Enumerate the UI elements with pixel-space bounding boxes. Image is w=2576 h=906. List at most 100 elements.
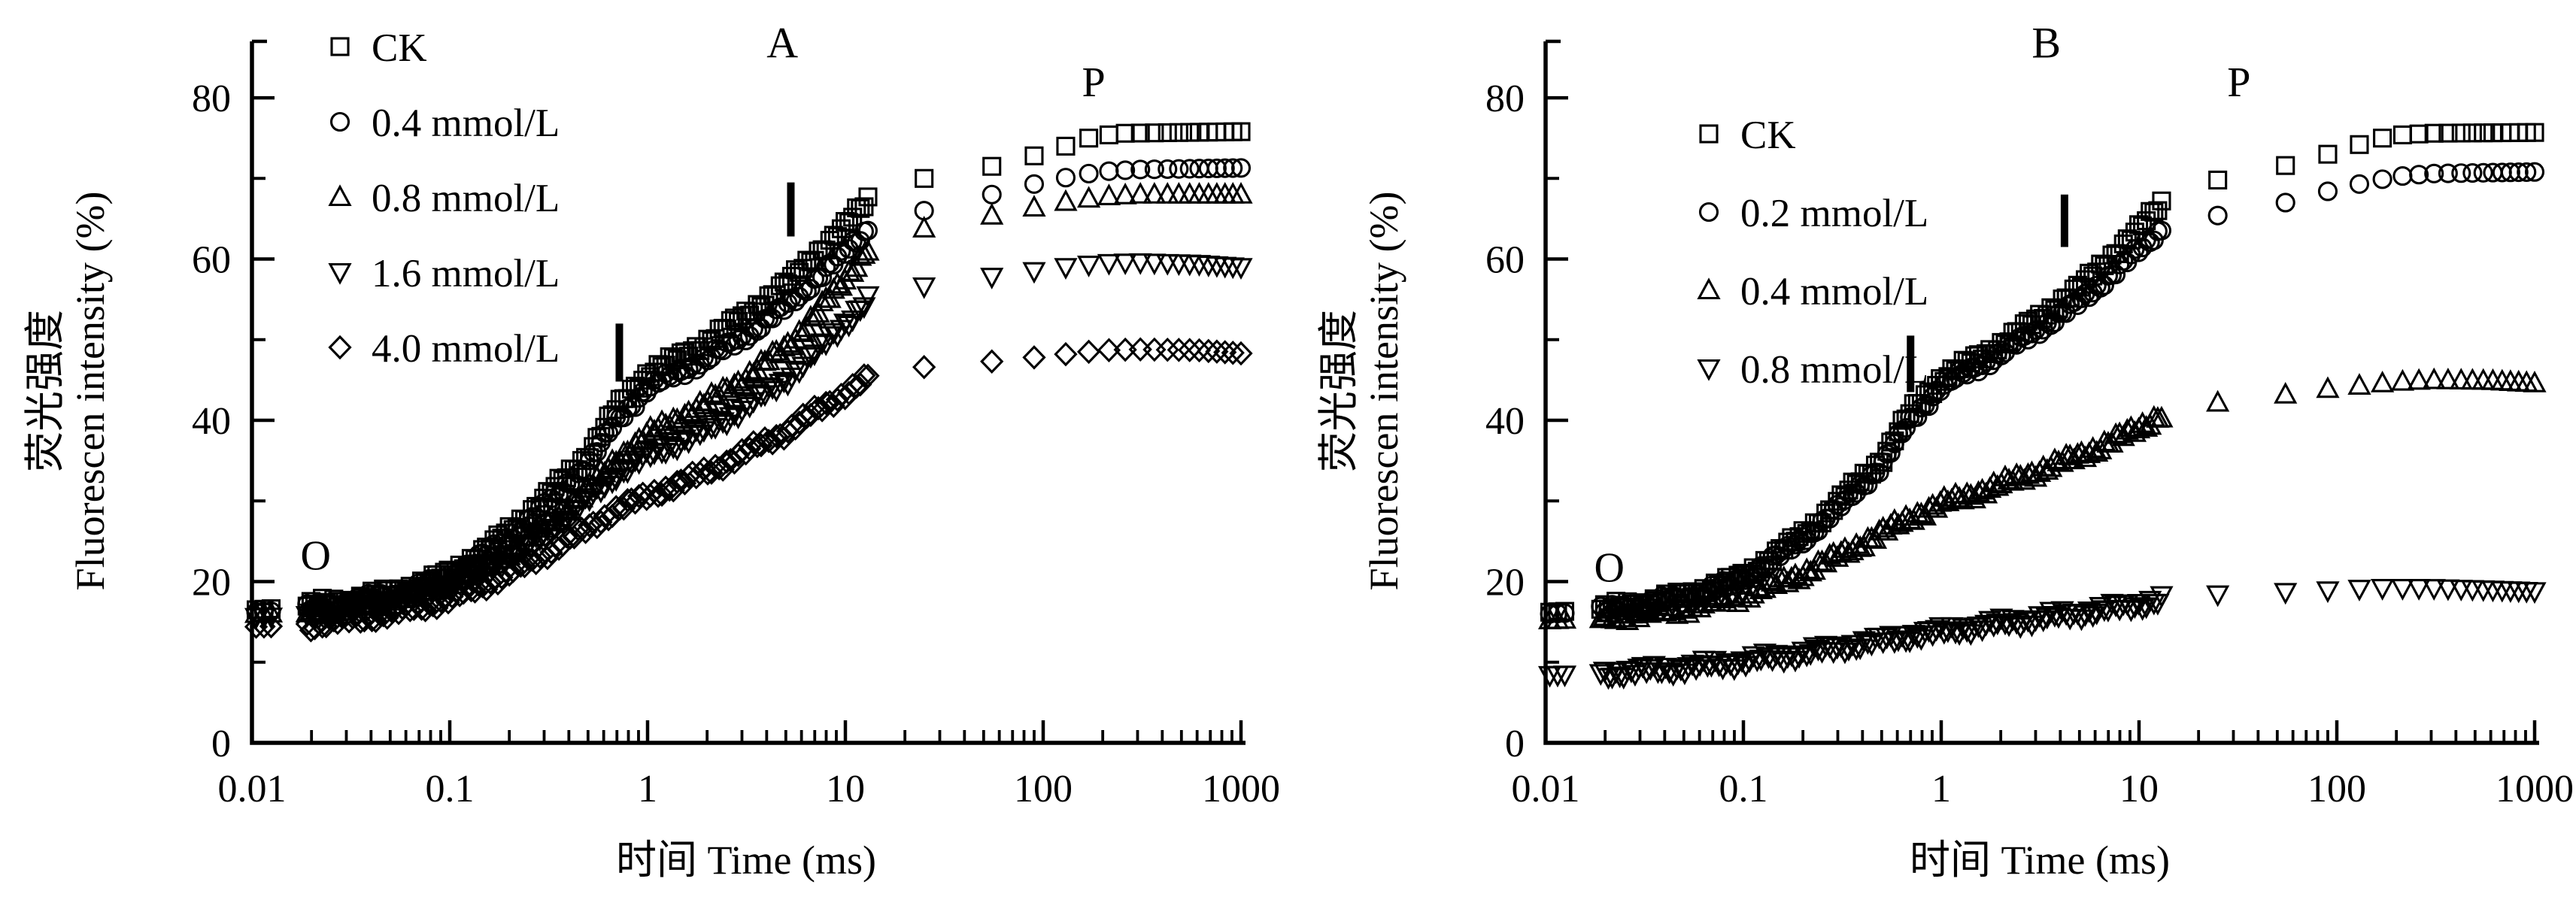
triangle-up-marker <box>2436 367 2460 389</box>
triangle-down-marker <box>688 424 712 447</box>
diamond-marker <box>295 611 319 637</box>
circle-marker <box>2317 181 2338 202</box>
diamond-marker <box>672 471 697 495</box>
circle-marker <box>743 319 763 339</box>
circle-marker <box>2071 288 2092 308</box>
circle-marker <box>1965 358 1985 378</box>
diamond-marker <box>665 469 689 495</box>
legend-item-label: CK <box>1740 114 1796 157</box>
series-4.0-mmol-l <box>244 337 1253 643</box>
diamond-marker <box>814 390 838 416</box>
diamond-marker <box>314 614 338 639</box>
triangle-up-marker <box>2371 370 2395 392</box>
triangle-up-marker <box>1097 183 1121 205</box>
x-tick-label: 1000 <box>2496 768 2574 811</box>
panel-B: 0 20 40 60 80 0.01 0.1 1 10 100 1000 荧光强度Fluorescen… <box>1316 18 2574 883</box>
circle-marker <box>678 359 699 380</box>
diamond-marker <box>1221 340 1245 365</box>
triangle-down-marker <box>646 438 670 460</box>
triangle-up-marker <box>1229 182 1253 204</box>
diamond-marker <box>604 495 628 520</box>
x-tick-label: 0.1 <box>1719 768 1768 811</box>
triangle-down-marker <box>1795 645 1819 668</box>
square-marker <box>858 187 878 207</box>
triangle-up-marker <box>856 238 880 261</box>
triangle-down-marker <box>2100 593 2124 616</box>
circle-marker <box>1785 535 1806 555</box>
circle-marker <box>1919 396 1939 417</box>
triangle-up-marker <box>2390 368 2415 391</box>
triangle-down-marker <box>551 514 575 535</box>
triangle-down-marker <box>1852 631 1876 653</box>
diamond-marker <box>799 402 823 428</box>
triangle-down-marker <box>657 435 681 458</box>
circle-marker <box>1024 174 1045 194</box>
diamond-marker <box>562 525 587 550</box>
triangle-up-marker <box>772 335 796 356</box>
triangle-down-marker <box>2031 611 2056 632</box>
series-0.8-mmol-l <box>1537 579 2547 690</box>
legend-item-0.2-mmol-l: 0.2 mmol/L <box>1698 192 1928 235</box>
triangle-down-marker <box>1783 650 1807 673</box>
point-letter-p: P <box>2227 59 2250 106</box>
triangle-down-marker <box>1715 653 1739 675</box>
diamond-marker <box>738 436 762 461</box>
triangle-down-marker <box>1552 665 1577 688</box>
triangle-up-marker <box>1113 182 1137 205</box>
circle-marker <box>625 397 645 417</box>
triangle-down-marker <box>2206 585 2230 608</box>
triangle-down-marker <box>2138 590 2162 613</box>
triangle-down-icon <box>1697 359 1721 381</box>
circle-marker <box>1911 398 1931 418</box>
legend-item-label: 0.2 mmol/L <box>1740 192 1928 235</box>
triangle-down-marker <box>2371 579 2395 601</box>
circle-marker <box>2524 162 2545 182</box>
point-letter-p: P <box>1082 59 1106 106</box>
legend-item-label: 0.8 mmol/L <box>372 177 560 220</box>
diamond-marker <box>1128 337 1152 362</box>
diamond-marker <box>715 449 739 474</box>
diamond-marker <box>475 577 499 602</box>
square-marker <box>2152 191 2171 211</box>
triangle-up-marker <box>2422 367 2446 389</box>
square-marker <box>1115 123 1135 143</box>
triangle-down-marker <box>696 414 720 437</box>
diamond-marker <box>589 510 613 535</box>
diamond-marker <box>1178 338 1202 362</box>
diamond-marker <box>554 524 578 549</box>
triangle-up-marker <box>852 242 876 264</box>
x-tick-label: 1000 <box>1202 768 1280 811</box>
y-tick-label: 40 <box>192 400 231 443</box>
diamond-marker <box>699 460 724 485</box>
triangle-down-marker <box>635 441 659 464</box>
triangle-up-marker <box>1552 607 1577 629</box>
diamond-marker <box>611 496 636 521</box>
square-marker <box>2451 123 2471 143</box>
legend-item-label: 0.4 mmol/L <box>372 102 560 145</box>
diamond-marker <box>451 580 475 605</box>
series-0.4-mmol-l <box>1537 367 2547 631</box>
triangle-down-marker <box>1901 625 1925 647</box>
triangle-down-marker <box>1726 653 1750 676</box>
triangle-down-marker <box>409 581 434 604</box>
triangle-down-marker <box>1776 647 1800 669</box>
triangle-down-marker <box>1604 662 1628 684</box>
triangle-up-marker <box>1970 477 1995 500</box>
circle-marker <box>2022 323 2042 344</box>
triangle-down-marker <box>1128 253 1152 275</box>
triangle-down-marker <box>2422 579 2446 601</box>
triangle-up-marker <box>1077 186 1101 208</box>
diamond-marker <box>539 540 563 565</box>
diamond-marker <box>573 520 598 544</box>
circle-marker <box>2508 162 2529 183</box>
diamond-marker <box>1229 341 1253 366</box>
diamond-marker <box>429 588 453 614</box>
circle-icon <box>329 111 350 132</box>
triangle-down-marker <box>2130 599 2155 621</box>
triangle-down-marker <box>1982 616 2006 638</box>
circle-marker <box>1215 158 1235 178</box>
x-tick-label: 0.01 <box>218 768 287 811</box>
diamond-marker <box>302 616 327 641</box>
